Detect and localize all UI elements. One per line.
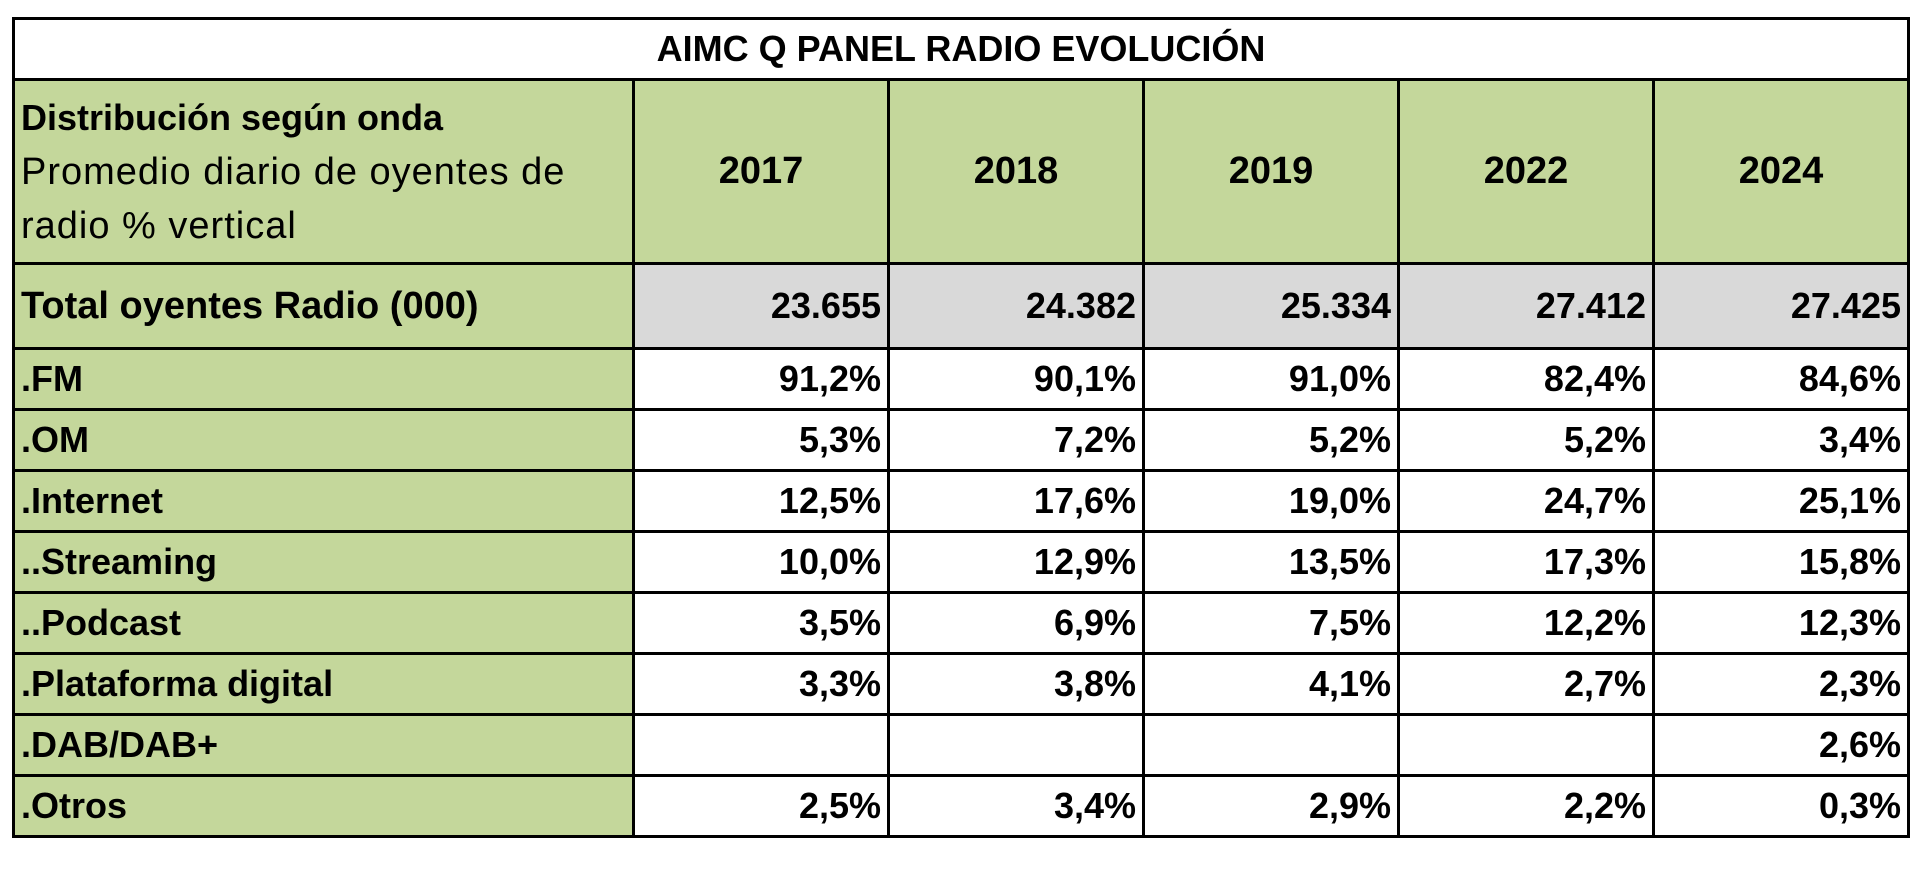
cell-value: 91,2% [632, 347, 890, 411]
cell-value: 25,1% [1652, 469, 1910, 533]
data-row: .OM 5,3% 7,2% 5,2% 5,2% 3,4% [12, 408, 1910, 472]
data-row: .DAB/DAB+ 2,6% [12, 713, 1910, 777]
row-label: .DAB/DAB+ [12, 713, 635, 777]
data-row: ..Podcast 3,5% 6,9% 7,5% 12,2% 12,3% [12, 591, 1910, 655]
cell-value: 2,9% [1142, 774, 1400, 838]
cell-value: 84,6% [1652, 347, 1910, 411]
cell-value: 3,8% [887, 652, 1145, 716]
cell-value: 2,2% [1397, 774, 1655, 838]
cell-value: 15,8% [1652, 530, 1910, 594]
cell-value: 6,9% [887, 591, 1145, 655]
cell-value: 3,4% [887, 774, 1145, 838]
cell-value: 17,3% [1397, 530, 1655, 594]
cell-value: 17,6% [887, 469, 1145, 533]
data-table: AIMC Q PANEL RADIO EVOLUCIÓN Distribució… [12, 17, 1910, 838]
cell-value: 0,3% [1652, 774, 1910, 838]
cell-empty [1142, 713, 1400, 777]
row-label: Total oyentes Radio (000) [12, 262, 635, 350]
cell-value: 24,7% [1397, 469, 1655, 533]
cell-value: 25.334 [1142, 262, 1400, 350]
cell-empty [887, 713, 1145, 777]
row-label: .Otros [12, 774, 635, 838]
table-body: AIMC Q PANEL RADIO EVOLUCIÓN Distribució… [12, 17, 1910, 838]
year-header: 2017 [632, 78, 890, 265]
cell-value: 13,5% [1142, 530, 1400, 594]
cell-value: 91,0% [1142, 347, 1400, 411]
row-label: ..Podcast [12, 591, 635, 655]
cell-value: 12,5% [632, 469, 890, 533]
header-label-cell: Distribución según onda Promedio diario d… [12, 78, 635, 265]
cell-value: 3,5% [632, 591, 890, 655]
cell-value: 2,7% [1397, 652, 1655, 716]
row-label: .OM [12, 408, 635, 472]
cell-value: 5,3% [632, 408, 890, 472]
cell-value: 12,2% [1397, 591, 1655, 655]
data-row: .FM 91,2% 90,1% 91,0% 82,4% 84,6% [12, 347, 1910, 411]
cell-value: 27.425 [1652, 262, 1910, 350]
cell-value: 19,0% [1142, 469, 1400, 533]
row-label: ..Streaming [12, 530, 635, 594]
cell-value: 2,5% [632, 774, 890, 838]
year-header: 2022 [1397, 78, 1655, 265]
cell-empty [1397, 713, 1655, 777]
total-row: Total oyentes Radio (000) 23.655 24.382 25.… [12, 262, 1910, 350]
data-row: .Otros 2,5% 3,4% 2,9% 2,2% 0,3% [12, 774, 1910, 838]
table-title: AIMC Q PANEL RADIO EVOLUCIÓN [12, 17, 1910, 81]
header-row: Distribución según onda Promedio diario d… [12, 78, 1910, 265]
cell-value: 4,1% [1142, 652, 1400, 716]
cell-value: 5,2% [1142, 408, 1400, 472]
cell-value: 12,9% [887, 530, 1145, 594]
title-row: AIMC Q PANEL RADIO EVOLUCIÓN [12, 17, 1910, 81]
cell-value: 2,3% [1652, 652, 1910, 716]
cell-value: 3,3% [632, 652, 890, 716]
cell-value: 5,2% [1397, 408, 1655, 472]
data-row: ..Streaming 10,0% 12,9% 13,5% 17,3% 15,8% [12, 530, 1910, 594]
year-header: 2018 [887, 78, 1145, 265]
cell-value: 27.412 [1397, 262, 1655, 350]
row-label: .Plataforma digital [12, 652, 635, 716]
header-label: Distribución según onda [21, 96, 444, 138]
cell-empty [632, 713, 890, 777]
cell-value: 7,5% [1142, 591, 1400, 655]
cell-value: 23.655 [632, 262, 890, 350]
header-sublabel: Promedio diario de oyentes de radio % ve… [21, 150, 566, 247]
year-header: 2019 [1142, 78, 1400, 265]
data-row: .Plataforma digital 3,3% 3,8% 4,1% 2,7% 2,3% [12, 652, 1910, 716]
cell-value: 3,4% [1652, 408, 1910, 472]
cell-value: 7,2% [887, 408, 1145, 472]
cell-value: 82,4% [1397, 347, 1655, 411]
cell-value: 90,1% [887, 347, 1145, 411]
year-header: 2024 [1652, 78, 1910, 265]
row-label: .Internet [12, 469, 635, 533]
cell-value: 24.382 [887, 262, 1145, 350]
cell-value: 12,3% [1652, 591, 1910, 655]
cell-value: 2,6% [1652, 713, 1910, 777]
cell-value: 10,0% [632, 530, 890, 594]
data-row: .Internet 12,5% 17,6% 19,0% 24,7% 25,1% [12, 469, 1910, 533]
row-label: .FM [12, 347, 635, 411]
